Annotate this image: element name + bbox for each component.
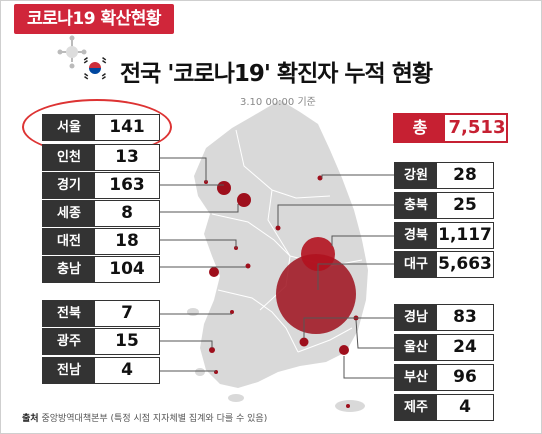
region-value: 163 — [109, 175, 145, 195]
region-value: 8 — [121, 203, 133, 223]
source-note: 출처 중앙방역대책본부 (특정 시점 지자체별 집계와 다를 수 있음) — [22, 411, 267, 424]
date-subtitle: 3.10 00:00 기준 — [240, 97, 316, 108]
bubble-chungnam — [209, 267, 219, 277]
bubble-seoul — [217, 181, 231, 195]
bubble-busan — [339, 345, 349, 355]
region-value: 4 — [459, 397, 471, 417]
total-label: 총 — [395, 115, 445, 141]
bubble-gyeongnam — [299, 337, 309, 347]
region-label: 전북 — [43, 301, 95, 326]
region-row-chungnam: 충남 104 — [42, 256, 160, 283]
total-value: 7,513 — [448, 117, 506, 138]
region-value: 4 — [121, 360, 133, 380]
region-value: 7 — [121, 303, 133, 323]
region-row-ulsan: 울산 24 — [394, 334, 494, 361]
region-row-gyeonggi: 경기 163 — [42, 172, 160, 199]
region-row-daegu: 대구 5,663 — [394, 251, 494, 278]
region-label: 울산 — [395, 335, 437, 360]
topic-tag: 코로나19 확산현황 — [14, 4, 174, 34]
mainland-shape — [194, 100, 368, 388]
source-label: 출처 — [22, 414, 39, 424]
region-value: 83 — [453, 307, 477, 327]
region-label: 광주 — [43, 329, 95, 354]
bubble-daegu — [276, 254, 356, 334]
region-label: 경북 — [395, 223, 437, 248]
island-west-2 — [195, 368, 205, 376]
source-text: 중앙방역대책본부 (특정 시점 지자체별 집계와 다를 수 있음) — [41, 414, 268, 424]
region-value: 5,663 — [438, 254, 492, 274]
island-south — [228, 394, 244, 402]
region-row-busan: 부산 96 — [394, 364, 494, 391]
region-label: 충남 — [43, 257, 95, 282]
page-title: 전국 '코로나19' 확진자 누적 현황 — [120, 61, 433, 87]
region-value: 25 — [453, 195, 477, 215]
bubble-chungbuk — [275, 225, 281, 231]
region-label: 대전 — [43, 229, 95, 254]
region-row-jeju: 제주 4 — [394, 394, 494, 421]
region-label: 부산 — [395, 365, 437, 390]
region-row-gyeongnam: 경남 83 — [394, 304, 494, 331]
region-row-gangwon: 강원 28 — [394, 162, 494, 189]
region-row-incheon: 인천 13 — [42, 144, 160, 171]
region-value: 15 — [115, 331, 139, 351]
island-west-1 — [187, 308, 199, 316]
region-value: 104 — [109, 259, 145, 279]
region-label: 인천 — [43, 145, 95, 170]
leader-lines — [160, 157, 394, 379]
region-label: 제주 — [395, 395, 437, 420]
region-row-jeonnam: 전남 4 — [42, 357, 160, 384]
region-row-daejeon: 대전 18 — [42, 228, 160, 255]
bubble-gyeongbuk — [301, 237, 335, 271]
region-label: 대구 — [395, 252, 437, 277]
region-label: 충북 — [395, 193, 437, 218]
korean-flag-icon — [82, 55, 108, 81]
virus-icon — [57, 35, 87, 69]
bubble-gangwon — [317, 175, 323, 181]
region-value: 1,117 — [438, 225, 492, 245]
region-label: 세종 — [43, 201, 95, 226]
bubble-jeonbuk — [230, 310, 234, 314]
region-value: 13 — [115, 147, 139, 167]
region-row-chungbuk: 충북 25 — [394, 192, 494, 219]
region-row-gwangju: 광주 15 — [42, 328, 160, 355]
total-box: 총 7,513 — [393, 113, 508, 143]
bubble-gwangju — [209, 347, 215, 353]
region-label: 경남 — [395, 305, 437, 330]
region-label: 전남 — [43, 358, 95, 383]
region-label: 강원 — [395, 163, 437, 188]
bubble-gyeonggi — [237, 193, 251, 207]
region-value: 18 — [115, 231, 139, 251]
region-label: 경기 — [43, 173, 95, 198]
bubble-daejeon — [245, 263, 251, 269]
region-value: 96 — [453, 367, 477, 387]
region-row-sejong: 세종 8 — [42, 200, 160, 227]
region-row-jeonbuk: 전북 7 — [42, 300, 160, 327]
bubble-jeju — [346, 404, 350, 408]
region-value: 28 — [453, 165, 477, 185]
region-value: 24 — [453, 337, 477, 357]
region-row-gyeongbuk: 경북 1,117 — [394, 222, 494, 249]
